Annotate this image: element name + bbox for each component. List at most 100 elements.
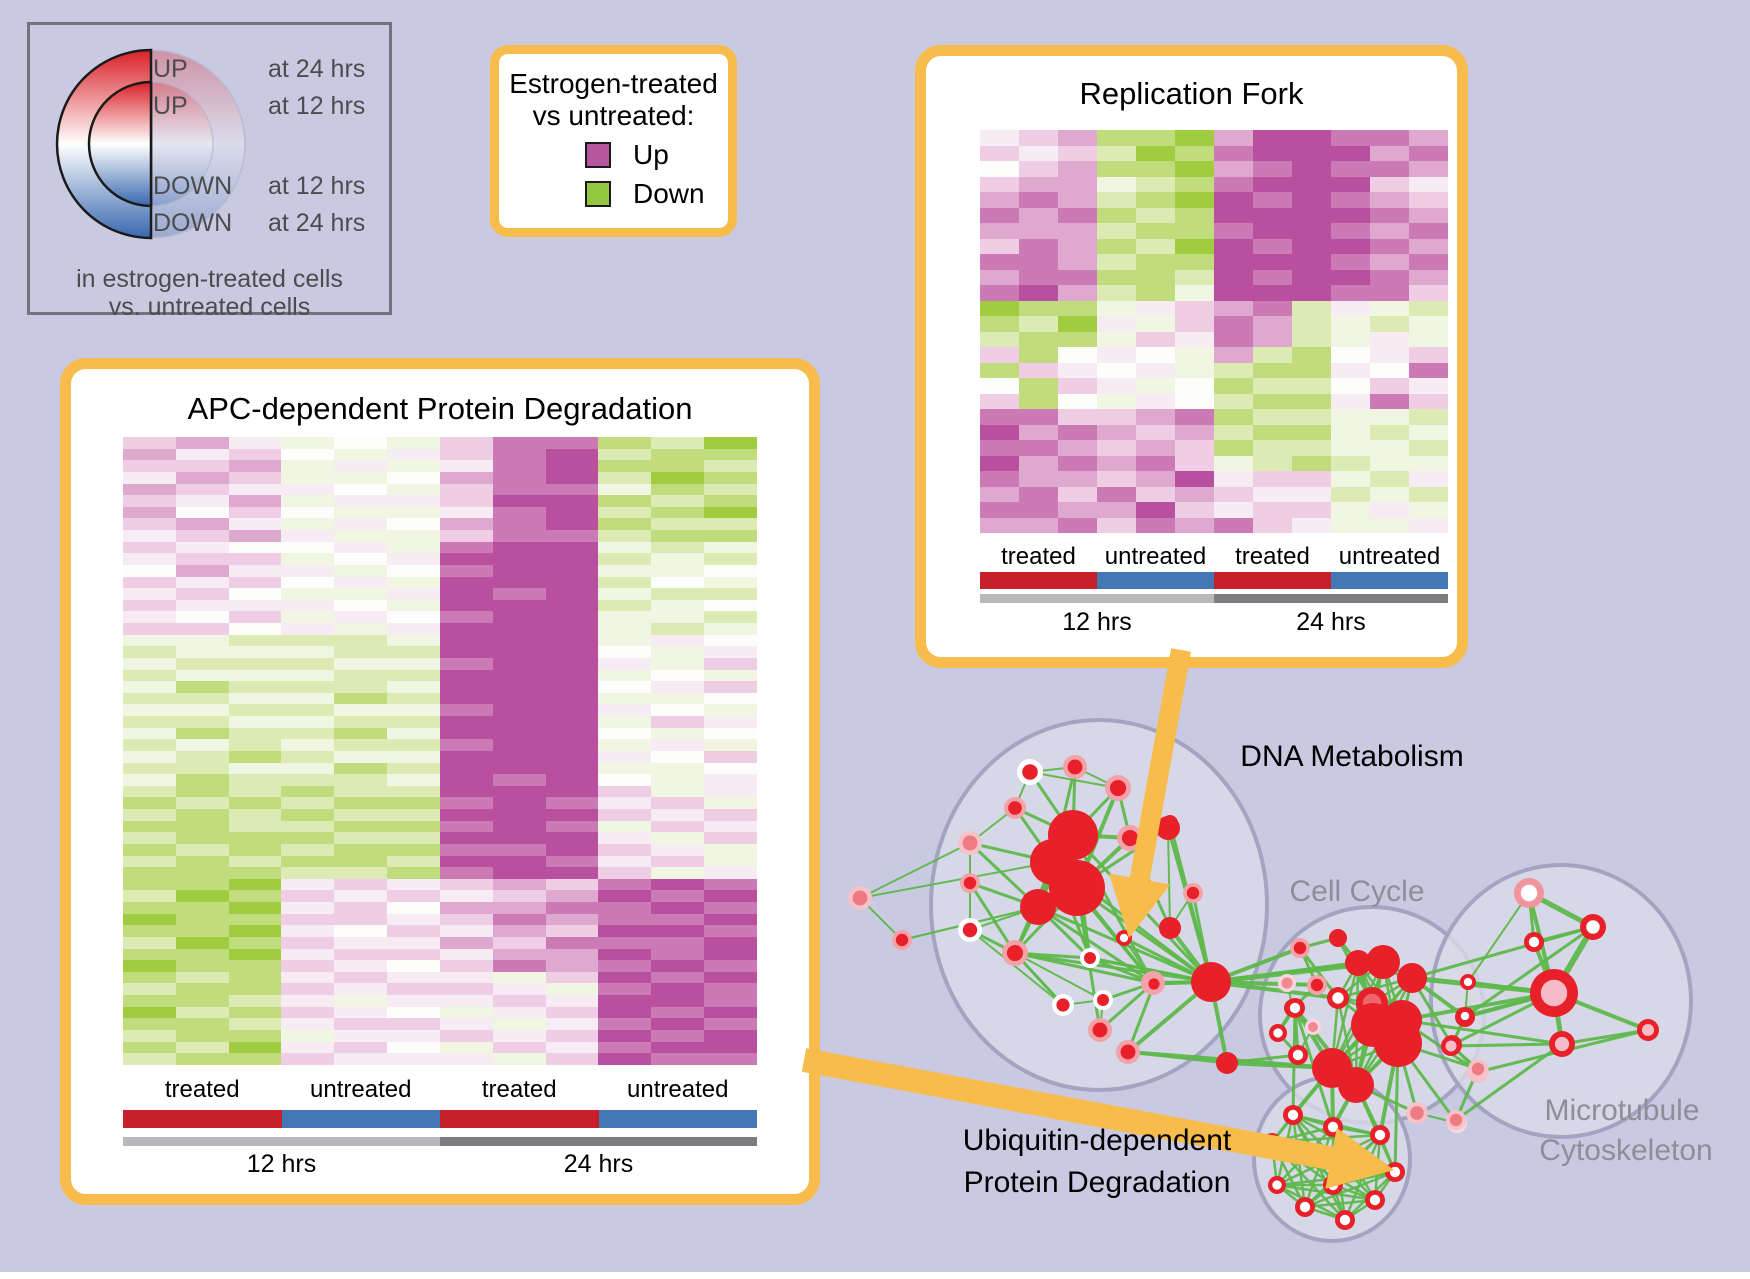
heatmap-cell bbox=[651, 739, 705, 751]
legend-footer-line1: in estrogen-treated cells bbox=[76, 265, 343, 293]
heatmap-cell bbox=[1136, 517, 1175, 533]
network-node-center bbox=[1410, 1106, 1424, 1120]
heatmap-cell bbox=[1136, 300, 1175, 316]
heatmap-cell bbox=[598, 855, 652, 868]
heatmap-cell bbox=[1292, 130, 1331, 146]
network-node-center bbox=[1022, 764, 1038, 780]
heatmap-cell bbox=[598, 936, 652, 949]
heatmap-cell bbox=[123, 809, 176, 821]
heatmap-cell bbox=[1253, 145, 1292, 161]
group-label: treated bbox=[481, 1076, 557, 1103]
heatmap-cell bbox=[281, 634, 335, 647]
heatmap-cell bbox=[651, 820, 705, 833]
heatmap-cell bbox=[1058, 378, 1097, 394]
heatmap-cell bbox=[1019, 409, 1058, 425]
heatmap-cell bbox=[387, 506, 440, 519]
heatmap-cell bbox=[1253, 424, 1292, 440]
heatmap-cell bbox=[175, 495, 229, 507]
heatmap-cell bbox=[439, 925, 493, 937]
heatmap-cell bbox=[281, 867, 335, 879]
heatmap-cell bbox=[1292, 471, 1331, 487]
heatmap-cell bbox=[123, 460, 176, 472]
network-edge bbox=[1455, 1042, 1563, 1122]
heatmap-cell bbox=[1331, 269, 1370, 285]
heatmap-cell bbox=[598, 913, 652, 926]
heatmap-cell bbox=[1136, 362, 1175, 378]
network-edge bbox=[1126, 983, 1156, 1053]
heatmap-cell bbox=[492, 855, 546, 868]
heatmap-cell bbox=[1409, 502, 1448, 518]
heatmap-cell bbox=[1292, 145, 1331, 161]
heatmap-cell bbox=[1409, 130, 1448, 146]
heatmap-cell bbox=[1058, 362, 1097, 378]
heatmap-cell bbox=[1370, 331, 1409, 347]
heatmap-cell bbox=[1019, 254, 1058, 270]
heatmap-cell bbox=[704, 448, 757, 461]
heatmap-cell bbox=[123, 820, 176, 833]
heatmap-cell bbox=[598, 1053, 652, 1065]
heatmap-cell bbox=[281, 704, 335, 716]
heatmap-cell bbox=[1331, 145, 1370, 161]
heatmap-cell bbox=[334, 1029, 388, 1042]
heatmap-cell bbox=[175, 867, 229, 879]
heatmap-cell bbox=[651, 576, 705, 589]
heatmap-row bbox=[980, 424, 1448, 440]
heatmap-cell bbox=[387, 809, 440, 821]
heatmap-cell bbox=[492, 1018, 546, 1030]
heatmap-cell bbox=[1253, 393, 1292, 409]
heatmap-row bbox=[980, 207, 1448, 223]
heatmap-cell bbox=[439, 564, 493, 577]
network-edge bbox=[1014, 952, 1104, 1001]
heatmap-cell bbox=[492, 541, 546, 554]
heatmap-cell bbox=[492, 995, 546, 1007]
heatmap-row bbox=[980, 378, 1448, 394]
time-label: 24 hrs bbox=[563, 1150, 634, 1178]
heatmap-cell bbox=[123, 995, 176, 1007]
heatmap-cell bbox=[1292, 285, 1331, 301]
heatmap-cell bbox=[387, 541, 440, 554]
heatmap-cell bbox=[439, 762, 493, 775]
heatmap-cell bbox=[1292, 393, 1331, 409]
heatmap-cell bbox=[1370, 455, 1409, 471]
heatmap-cell bbox=[1175, 517, 1214, 533]
network-label: Cell Cycle bbox=[1289, 875, 1424, 908]
rf-time-labels: 12 hrs 24 hrs bbox=[980, 608, 1448, 637]
heatmap-row bbox=[123, 704, 757, 716]
heatmap-row bbox=[123, 1006, 757, 1019]
heatmap-cell bbox=[704, 716, 757, 728]
heatmap-cell bbox=[1058, 409, 1097, 425]
heatmap-cell bbox=[704, 1041, 757, 1054]
heatmap-cell bbox=[651, 564, 705, 577]
heatmap-cell bbox=[175, 843, 229, 856]
heatmap-cell bbox=[123, 902, 176, 914]
network-edge bbox=[1304, 1198, 1376, 1209]
heatmap-cell bbox=[1097, 316, 1136, 332]
network-node bbox=[1338, 1067, 1374, 1103]
heatmap-cell bbox=[492, 564, 546, 577]
heatmap-cell bbox=[281, 541, 335, 554]
heatmap-cell bbox=[228, 936, 282, 949]
heatmap-cell bbox=[1058, 254, 1097, 270]
heatmap-cell bbox=[439, 774, 493, 786]
heatmap-cell bbox=[1058, 207, 1097, 223]
heatmap-cell bbox=[387, 890, 440, 902]
heatmap-cell bbox=[704, 774, 757, 786]
heatmap-cell bbox=[1097, 362, 1136, 378]
heatmap-cell bbox=[704, 843, 757, 856]
heatmap-row bbox=[123, 471, 757, 484]
heatmap-cell bbox=[704, 995, 757, 1007]
heatmap-cell bbox=[123, 553, 176, 565]
heatmap-cell bbox=[1370, 285, 1409, 301]
heatmap-cell bbox=[123, 797, 176, 809]
heatmap-cell bbox=[1058, 285, 1097, 301]
heatmap-cell bbox=[175, 971, 229, 984]
heatmap-row bbox=[980, 331, 1448, 347]
heatmap-cell bbox=[651, 797, 705, 809]
network-node-center bbox=[1148, 978, 1160, 990]
up-color-swatch bbox=[585, 142, 611, 168]
heatmap-cell bbox=[1253, 316, 1292, 332]
heatmap-cell bbox=[704, 739, 757, 751]
heatmap-row bbox=[123, 541, 757, 554]
heatmap-cell bbox=[492, 902, 546, 914]
heatmap-cell bbox=[598, 646, 652, 658]
